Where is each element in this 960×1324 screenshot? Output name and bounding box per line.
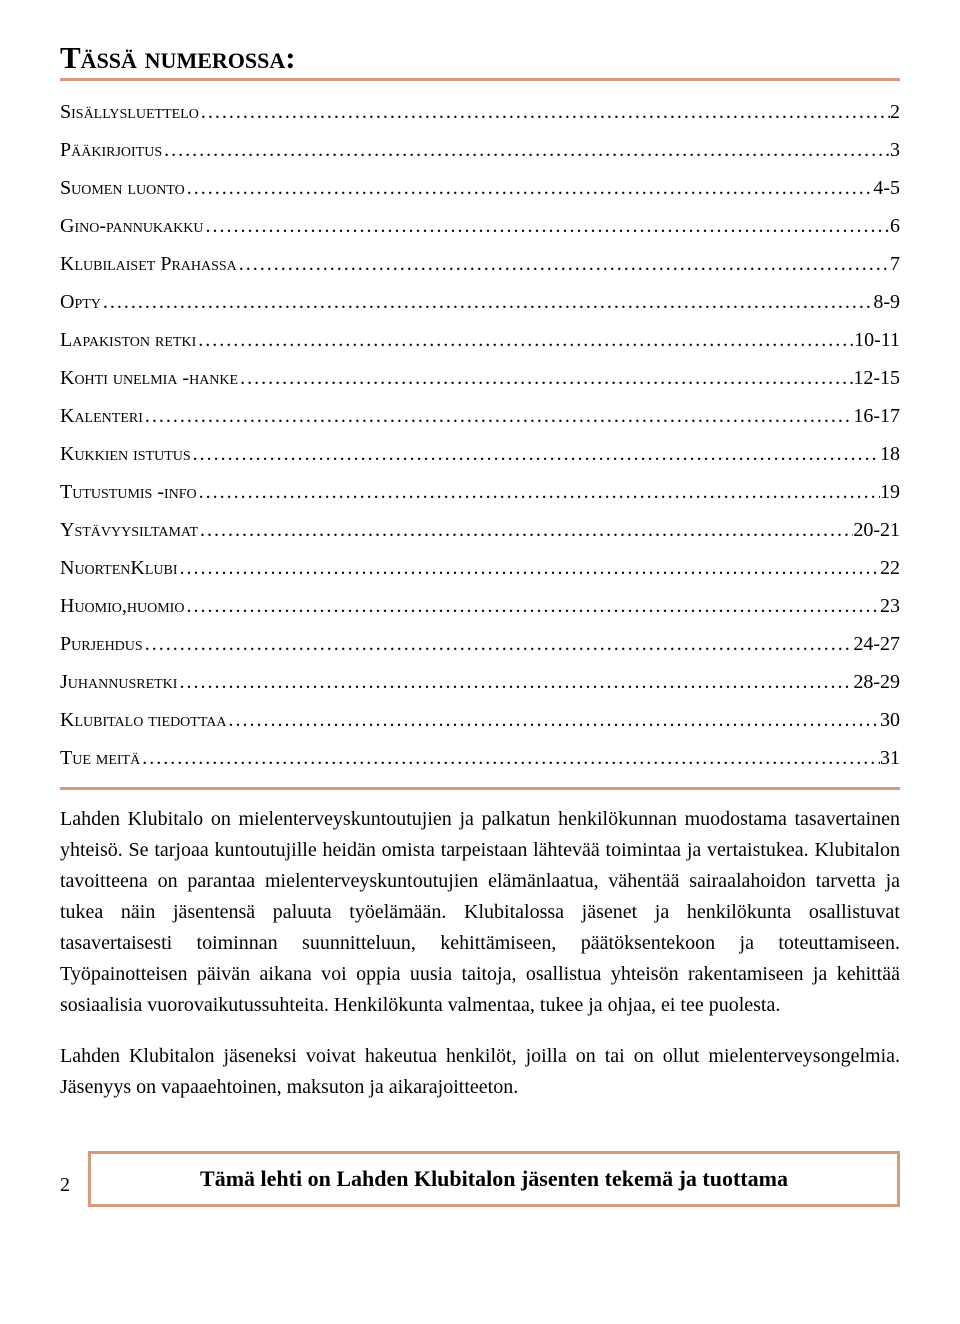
toc-label: Kohti unelmia -hanke bbox=[60, 359, 238, 397]
body-rule bbox=[60, 787, 900, 790]
toc-page: 2 bbox=[890, 93, 900, 131]
toc-page: 10-11 bbox=[854, 321, 900, 359]
toc-label: Purjehdus bbox=[60, 625, 143, 663]
title-block: Tässä numerossa: bbox=[60, 40, 900, 81]
toc-leader-dots bbox=[191, 435, 880, 473]
toc-label: Opty bbox=[60, 283, 101, 321]
toc-row: Ystävyysiltamat 20-21 bbox=[60, 511, 900, 549]
toc-page: 19 bbox=[880, 473, 900, 511]
toc-leader-dots bbox=[177, 663, 853, 701]
toc-label: Tutustumis -info bbox=[60, 473, 197, 511]
toc-page: 20-21 bbox=[853, 511, 900, 549]
toc-leader-dots bbox=[143, 397, 853, 435]
toc-leader-dots bbox=[199, 93, 890, 131]
toc-page: 24-27 bbox=[853, 625, 900, 663]
toc-leader-dots bbox=[185, 169, 874, 207]
toc-leader-dots bbox=[227, 701, 881, 739]
toc-label: Gino-pannukakku bbox=[60, 207, 203, 245]
body-paragraph: Lahden Klubitalon jäseneksi voivat hakeu… bbox=[60, 1041, 900, 1103]
toc-page: 7 bbox=[890, 245, 900, 283]
body-text: Lahden Klubitalo on mielenterveyskuntout… bbox=[60, 804, 900, 1103]
toc-row: Kohti unelmia -hanke 12-15 bbox=[60, 359, 900, 397]
toc-row: Sisällysluettelo 2 bbox=[60, 93, 900, 131]
page-number: 2 bbox=[60, 1174, 70, 1207]
toc-row: Pääkirjoitus 3 bbox=[60, 131, 900, 169]
toc-leader-dots bbox=[197, 473, 880, 511]
toc-leader-dots bbox=[143, 625, 854, 663]
page-title: Tässä numerossa: bbox=[60, 40, 900, 78]
toc-label: Sisällysluettelo bbox=[60, 93, 199, 131]
toc-page: 3 bbox=[890, 131, 900, 169]
toc-row: NuortenKlubi 22 bbox=[60, 549, 900, 587]
toc-row: Juhannusretki 28-29 bbox=[60, 663, 900, 701]
toc-page: 12-15 bbox=[853, 359, 900, 397]
toc-leader-dots bbox=[140, 739, 880, 777]
toc-row: Tue meitä 31 bbox=[60, 739, 900, 777]
toc-label: Suomen luonto bbox=[60, 169, 185, 207]
toc-label: NuortenKlubi bbox=[60, 549, 177, 587]
toc-page: 6 bbox=[890, 207, 900, 245]
table-of-contents: Sisällysluettelo2Pääkirjoitus3Suomen luo… bbox=[60, 93, 900, 777]
toc-page: 16-17 bbox=[853, 397, 900, 435]
toc-label: Juhannusretki bbox=[60, 663, 177, 701]
toc-leader-dots bbox=[196, 321, 854, 359]
toc-leader-dots bbox=[238, 359, 853, 397]
toc-row: Klubitalo tiedottaa 30 bbox=[60, 701, 900, 739]
toc-label: Pääkirjoitus bbox=[60, 131, 162, 169]
title-rule bbox=[60, 78, 900, 81]
toc-leader-dots bbox=[184, 587, 880, 625]
toc-label: Ystävyysiltamat bbox=[60, 511, 198, 549]
toc-row: Kalenteri 16-17 bbox=[60, 397, 900, 435]
toc-row: Klubilaiset Prahassa 7 bbox=[60, 245, 900, 283]
toc-page: 23 bbox=[880, 587, 900, 625]
toc-row: Opty 8-9 bbox=[60, 283, 900, 321]
toc-page: 22 bbox=[880, 549, 900, 587]
toc-leader-dots bbox=[237, 245, 890, 283]
toc-label: Klubilaiset Prahassa bbox=[60, 245, 237, 283]
toc-row: Lapakiston retki 10-11 bbox=[60, 321, 900, 359]
toc-leader-dots bbox=[203, 207, 890, 245]
footer-callout: Tämä lehti on Lahden Klubitalon jäsenten… bbox=[88, 1151, 900, 1207]
toc-row: Gino-pannukakku 6 bbox=[60, 207, 900, 245]
toc-leader-dots bbox=[162, 131, 890, 169]
toc-leader-dots bbox=[177, 549, 880, 587]
toc-label: Tue meitä bbox=[60, 739, 140, 777]
toc-row: Purjehdus 24-27 bbox=[60, 625, 900, 663]
toc-label: Kalenteri bbox=[60, 397, 143, 435]
toc-leader-dots bbox=[198, 511, 853, 549]
toc-page: 8-9 bbox=[873, 283, 900, 321]
toc-leader-dots bbox=[101, 283, 873, 321]
toc-row: Huomio,huomio 23 bbox=[60, 587, 900, 625]
toc-row: Tutustumis -info 19 bbox=[60, 473, 900, 511]
toc-page: 31 bbox=[880, 739, 900, 777]
toc-page: 4-5 bbox=[873, 169, 900, 207]
toc-page: 18 bbox=[880, 435, 900, 473]
toc-page: 28-29 bbox=[853, 663, 900, 701]
toc-row: Suomen luonto 4-5 bbox=[60, 169, 900, 207]
toc-page: 30 bbox=[880, 701, 900, 739]
toc-row: Kukkien istutus 18 bbox=[60, 435, 900, 473]
toc-label: Klubitalo tiedottaa bbox=[60, 701, 227, 739]
footer-row: 2 Tämä lehti on Lahden Klubitalon jäsent… bbox=[60, 1123, 900, 1207]
body-paragraph: Lahden Klubitalo on mielenterveyskuntout… bbox=[60, 804, 900, 1021]
toc-label: Kukkien istutus bbox=[60, 435, 191, 473]
toc-label: Huomio,huomio bbox=[60, 587, 184, 625]
toc-label: Lapakiston retki bbox=[60, 321, 196, 359]
